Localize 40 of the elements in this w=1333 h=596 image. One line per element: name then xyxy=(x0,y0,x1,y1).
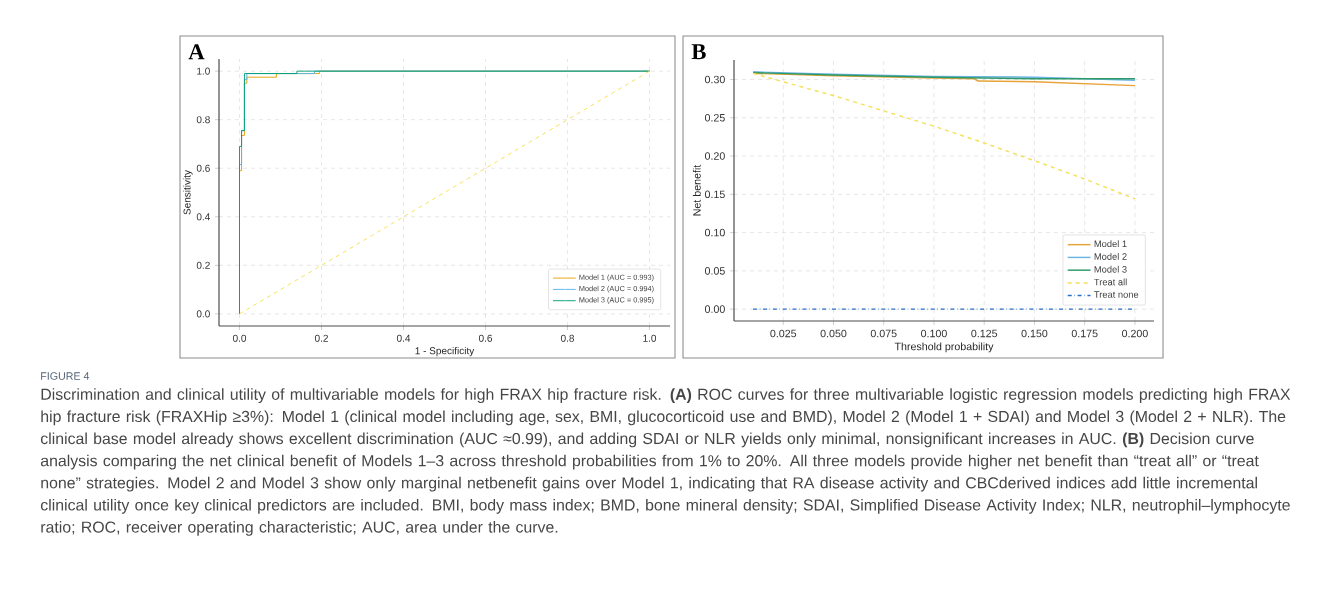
y-tick-label: 0.05 xyxy=(704,267,725,275)
y-tick-label: 0.20 xyxy=(704,152,725,160)
y-axis-title: Net benefit xyxy=(692,164,701,216)
y-tick-label: 0.2 xyxy=(196,261,210,269)
x-axis-title: 1 - Specificity xyxy=(415,346,475,357)
x-tick-label: 0.6 xyxy=(478,334,493,342)
y-tick-label: 0.0 xyxy=(196,310,210,318)
x-tick-label: 0.175 xyxy=(1071,329,1098,338)
y-tick-label: 1.0 xyxy=(197,67,210,75)
y-tick-label: 0.25 xyxy=(704,114,725,122)
x-tick-label: 0.2 xyxy=(314,334,328,342)
y-tick-label: 0.00 xyxy=(704,305,725,313)
y-tick-label: 0.6 xyxy=(196,164,210,172)
legend-label: Treat all xyxy=(1094,278,1127,286)
y-tick-label: 0.4 xyxy=(196,213,210,221)
x-tick-label: 0.025 xyxy=(770,329,797,338)
x-tick-label: 0.100 xyxy=(921,329,947,338)
y-tick-label: 0.15 xyxy=(704,190,725,199)
x-tick-label: 0.050 xyxy=(820,329,847,338)
x-tick-label: 0.075 xyxy=(870,329,897,338)
x-tick-label: 0.200 xyxy=(1122,329,1148,338)
legend-label: Model 2 xyxy=(1094,253,1127,260)
text: FIGURE 4 xyxy=(41,372,90,380)
legend-label: Model 1 xyxy=(1094,240,1127,248)
text: Discrimination and clinical utility of multivariable models for high FRAX hip fracture risk. (A) ROC curves for three multivariable logistic regression models predicting high FRAX hip fracture risk (FRAXHip ≥3%): Model 1 (clinical model including age, sex, BMI, glucocorticoid use and BMD), Model 2 (Model 1 + SDAI) and Model 3 (Model 2 + NLR). The clinical base model already shows excellent discrimination (AUC ≈0.99), and adding SDAI or NLR yields only minimal, nonsignificant increases in AUC. (B) Decision curve analysis comparing the net clinical benefit of Models 1–3 across threshold probabilities from 1% to 20%. All three models provide higher net benefit than “treat all” or “treat none” strategies. Model 2 and Model 3 show only marginal netbenefit gains over Model 1, indicating that RA disease activity and CBCderived indices add little incremental clinical utility once key clinical predictors are included. BMI, body mass index; BMD, bone mineral density; SDAI, Simplified Disease Activity Index; NLR, neutrophil–lymphocyte ratio; ROC, receiver operating characteristic; AUC, area under the curve. xyxy=(40,388,1291,536)
legend-label: Treat none xyxy=(1094,291,1139,298)
y-axis-title: Sensitivity xyxy=(183,170,193,215)
text: A xyxy=(188,44,205,60)
x-tick-label: 0.4 xyxy=(396,334,411,342)
x-tick-label: 1.0 xyxy=(643,334,657,342)
x-tick-label: 0.125 xyxy=(971,329,998,338)
x-axis-title: Threshold probability xyxy=(894,342,994,353)
x-tick-label: 0.0 xyxy=(232,334,247,342)
y-tick-label: 0.8 xyxy=(196,116,210,124)
x-tick-label: 0.150 xyxy=(1021,329,1048,338)
y-tick-label: 0.30 xyxy=(704,75,725,84)
y-tick-label: 0.10 xyxy=(704,228,725,237)
text: B xyxy=(691,44,706,60)
legend-label: Model 3 xyxy=(1094,265,1127,273)
x-tick-label: 0.8 xyxy=(560,334,575,342)
